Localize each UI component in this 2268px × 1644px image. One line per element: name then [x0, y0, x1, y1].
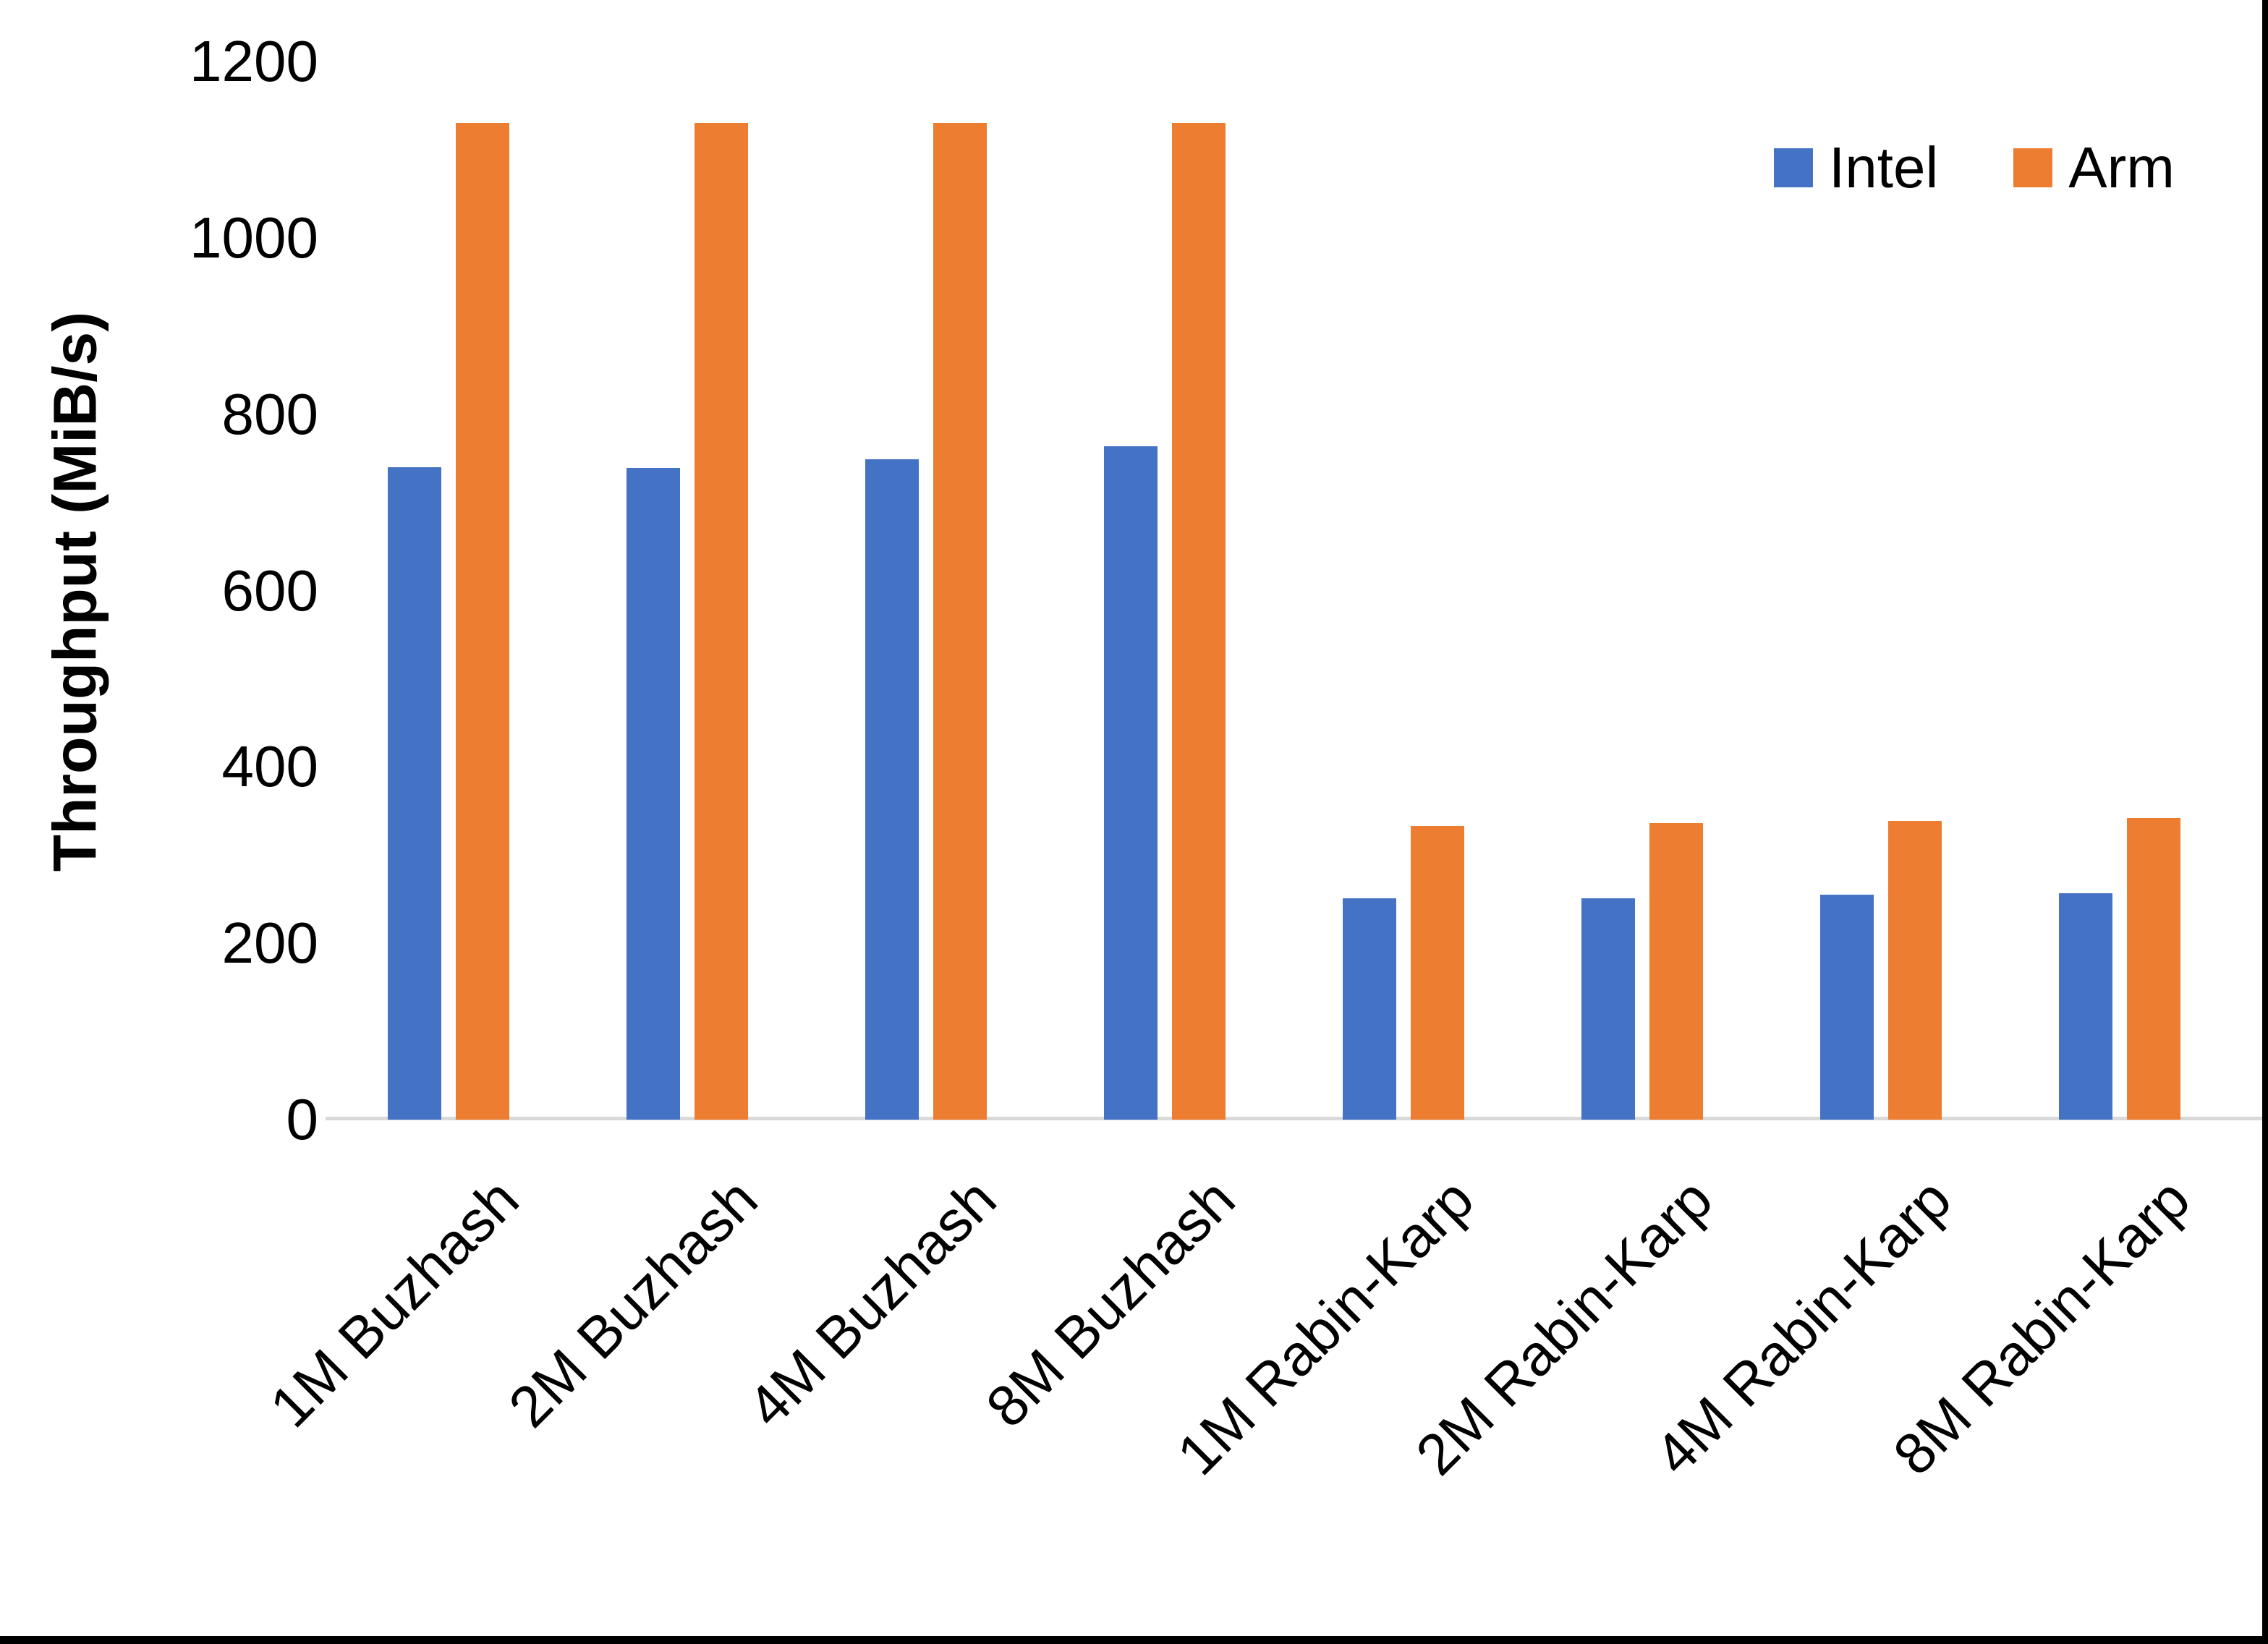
bar-arm-8m-rabin-karp: [2127, 818, 2180, 1120]
bar-intel-8m-rabin-karp: [2059, 893, 2112, 1120]
bar-arm-2m-rabin-karp: [1649, 823, 1703, 1120]
bar-intel-2m-buzhash: [627, 468, 680, 1120]
bar-intel-1m-buzhash: [388, 467, 441, 1120]
x-axis-line: [326, 1117, 2262, 1120]
right-border: [2262, 0, 2268, 1644]
y-tick-label-400: 400: [221, 734, 318, 799]
legend-label-intel: Intel: [1829, 135, 1939, 200]
y-tick-label-1200: 1200: [190, 29, 318, 93]
bar-intel-4m-rabin-karp: [1820, 895, 1874, 1120]
legend-item-arm: Arm: [2013, 135, 2175, 201]
bar-intel-2m-rabin-karp: [1581, 898, 1635, 1120]
bottom-border: [0, 1636, 2268, 1644]
y-tick-label-800: 800: [221, 381, 318, 446]
bar-arm-4m-buzhash: [933, 123, 987, 1120]
legend: Intel Arm: [1774, 135, 2175, 201]
category-label-4m-buzhash: 4M Buzhash: [735, 1166, 1008, 1440]
legend-swatch-arm: [2013, 148, 2053, 187]
legend-swatch-intel: [1774, 148, 1813, 187]
bar-arm-1m-buzhash: [456, 123, 509, 1120]
y-tick-label-200: 200: [221, 911, 318, 976]
bar-intel-4m-buzhash: [865, 459, 919, 1120]
y-axis-title: Throughput (MiB/s): [41, 311, 109, 872]
bar-arm-1m-rabin-karp: [1411, 826, 1464, 1120]
y-tick-label-600: 600: [221, 558, 318, 623]
legend-item-intel: Intel: [1774, 135, 1938, 201]
bar-intel-8m-buzhash: [1104, 446, 1158, 1120]
category-label-2m-buzhash: 2M Buzhash: [496, 1166, 770, 1440]
y-tick-label-1000: 1000: [190, 205, 318, 270]
bar-arm-8m-buzhash: [1172, 123, 1226, 1120]
category-label-1m-buzhash: 1M Buzhash: [258, 1166, 531, 1440]
bar-intel-1m-rabin-karp: [1343, 898, 1396, 1120]
y-tick-label-0: 0: [286, 1087, 319, 1151]
bar-arm-4m-rabin-karp: [1888, 821, 1942, 1120]
bar-arm-2m-buzhash: [695, 123, 748, 1120]
legend-label-arm: Arm: [2068, 135, 2175, 200]
